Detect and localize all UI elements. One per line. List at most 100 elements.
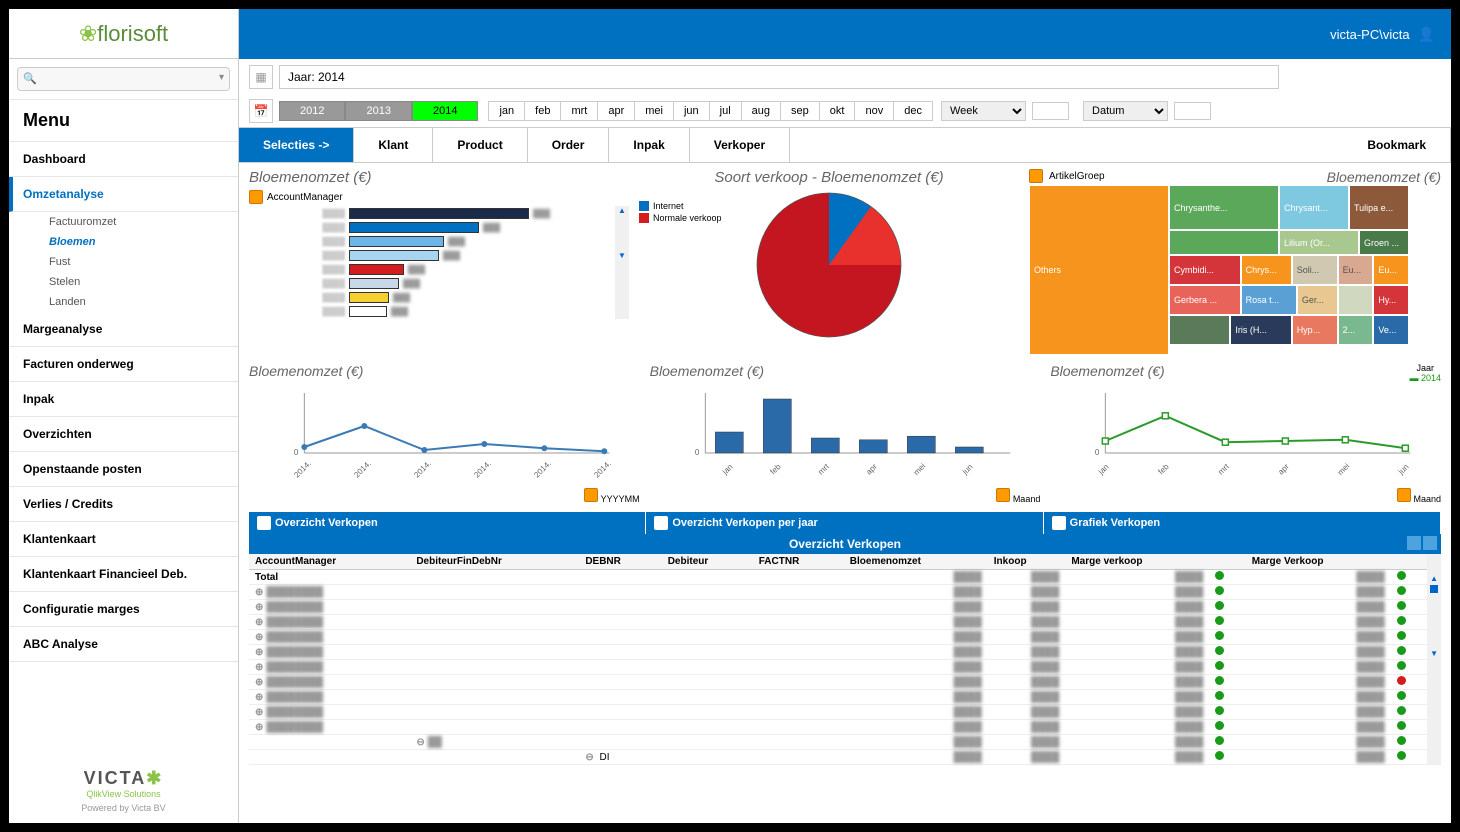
menu-item-facturen-onderweg[interactable]: Facturen onderweg	[9, 347, 238, 382]
search-input[interactable]	[17, 67, 230, 91]
qv-icon[interactable]	[1029, 169, 1043, 183]
tab-selecties[interactable]: Selecties ->	[239, 128, 354, 162]
jaar-label: Jaar	[1409, 363, 1441, 373]
qv-icon[interactable]	[584, 488, 598, 502]
menu-item-klantenkaart[interactable]: Klantenkaart	[9, 522, 238, 557]
month-aug[interactable]: aug	[742, 101, 781, 121]
svg-text:jun: jun	[960, 462, 975, 477]
user-label: victa-PC\victa	[1330, 27, 1409, 42]
sub-item-factuuromzet[interactable]: Factuuromzet	[9, 212, 238, 232]
sub-item-fust[interactable]: Fust	[9, 252, 238, 272]
btab-overzicht-verkopen-per-jaar[interactable]: Overzicht Verkopen per jaar	[646, 512, 1043, 534]
month-jan[interactable]: jan	[488, 101, 525, 121]
month-sep[interactable]: sep	[781, 101, 820, 121]
month-okt[interactable]: okt	[820, 101, 856, 121]
qv-icon[interactable]	[1397, 488, 1411, 502]
menu-item-inpak[interactable]: Inpak	[9, 382, 238, 417]
svg-text:0: 0	[294, 448, 299, 457]
tab-product[interactable]: Product	[433, 128, 527, 162]
hbar-subtitle: AccountManager	[267, 192, 343, 203]
tab-order[interactable]: Order	[528, 128, 610, 162]
bar1-xlabel: Maand	[1013, 494, 1041, 504]
svg-text:2014.: 2014.	[592, 459, 613, 480]
view-icon[interactable]: ▦	[249, 65, 273, 89]
sub-item-landen[interactable]: Landen	[9, 292, 238, 312]
export-icon[interactable]	[1423, 536, 1437, 550]
user-icon[interactable]: 👤	[1418, 26, 1435, 43]
print-icon[interactable]	[1407, 536, 1421, 550]
line1-title: Bloemenomzet (€)	[249, 363, 640, 379]
svg-text:apr: apr	[864, 462, 879, 477]
expand-icon[interactable]: ⊕	[255, 707, 263, 718]
expand-icon[interactable]: ⊕	[255, 602, 263, 613]
svg-text:apr: apr	[1277, 462, 1292, 477]
treemap-label: ArtikelGroep	[1049, 171, 1105, 182]
datum-checkbox[interactable]	[1174, 102, 1211, 120]
svg-text:jun: jun	[1396, 462, 1411, 477]
month-feb[interactable]: feb	[525, 101, 561, 121]
expand-icon[interactable]: ⊕	[255, 692, 263, 703]
menu-item-openstaande-posten[interactable]: Openstaande posten	[9, 452, 238, 487]
svg-text:feb: feb	[768, 462, 783, 477]
jaar-val: 2014	[1421, 373, 1441, 383]
menu-item-configuratie-marges[interactable]: Configuratie marges	[9, 592, 238, 627]
year-2014[interactable]: 2014	[412, 101, 478, 121]
svg-text:2014.: 2014.	[532, 459, 553, 480]
menu-item-abc-analyse[interactable]: ABC Analyse	[9, 627, 238, 662]
svg-text:mei: mei	[912, 461, 928, 477]
svg-text:2014.: 2014.	[472, 459, 493, 480]
tab-inpak[interactable]: Inpak	[609, 128, 689, 162]
jaar-filter[interactable]: Jaar: 2014	[279, 65, 1279, 89]
menu-item-verlies---credits[interactable]: Verlies / Credits	[9, 487, 238, 522]
expand-icon[interactable]: ⊕	[255, 617, 263, 628]
tab-klant[interactable]: Klant	[354, 128, 433, 162]
menu-item-margeanalyse[interactable]: Margeanalyse	[9, 312, 238, 347]
line2-title: Bloemenomzet (€)	[1050, 363, 1441, 379]
month-nov[interactable]: nov	[855, 101, 894, 121]
sub-item-bloemen[interactable]: Bloemen	[9, 232, 238, 252]
month-jul[interactable]: jul	[710, 101, 742, 121]
tab-bookmark[interactable]: Bookmark	[1343, 128, 1451, 162]
expand-icon[interactable]: ⊕	[255, 722, 263, 733]
datum-select[interactable]: Datum	[1083, 101, 1168, 121]
expand-icon[interactable]: ⊕	[255, 647, 263, 658]
data-table[interactable]: AccountManagerDebiteurFinDebNrDEBNRDebit…	[249, 554, 1427, 765]
qv-icon[interactable]	[249, 190, 263, 204]
week-checkbox[interactable]	[1032, 102, 1069, 120]
menu-item-overzichten[interactable]: Overzichten	[9, 417, 238, 452]
table-title: Overzicht Verkopen	[249, 534, 1441, 554]
menu-header: Menu	[9, 99, 238, 142]
year-2012[interactable]: 2012	[279, 101, 345, 121]
menu-item-klantenkaart-financieel-deb-[interactable]: Klantenkaart Financieel Deb.	[9, 557, 238, 592]
expand-icon[interactable]: ⊕	[255, 677, 263, 688]
qv-icon[interactable]	[996, 488, 1010, 502]
search-dropdown-icon[interactable]: ▾	[219, 72, 224, 83]
expand-icon[interactable]: ⊕	[255, 632, 263, 643]
month-apr[interactable]: apr	[598, 101, 635, 121]
line2-chart: 0janfebmrtaprmeijun	[1050, 383, 1441, 483]
menu-item-dashboard[interactable]: Dashboard	[9, 142, 238, 177]
month-dec[interactable]: dec	[894, 101, 933, 121]
tab-verkoper[interactable]: Verkoper	[690, 128, 790, 162]
treemap-chart[interactable]: Others Chrysanthe... Chrysant... Tulipa …	[1029, 185, 1409, 355]
brand-logo: ❀florisoft	[9, 9, 238, 59]
svg-text:2014.: 2014.	[352, 459, 373, 480]
btab-overzicht-verkopen[interactable]: Overzicht Verkopen	[249, 512, 646, 534]
expand-icon[interactable]: ⊕	[255, 662, 263, 673]
expand-icon[interactable]: ⊕	[255, 587, 263, 598]
calendar-icon[interactable]: 📅	[249, 99, 273, 123]
sub-item-stelen[interactable]: Stelen	[9, 272, 238, 292]
month-jun[interactable]: jun	[674, 101, 710, 121]
line1-chart: 02014.2014.2014.2014.2014.2014.	[249, 383, 640, 483]
btab-grafiek-verkopen[interactable]: Grafiek Verkopen	[1044, 512, 1441, 534]
line2-xlabel: Maand	[1413, 494, 1441, 504]
year-2013[interactable]: 2013	[345, 101, 411, 121]
week-select[interactable]: Week	[941, 101, 1026, 121]
pie-title: Soort verkoop - Bloemenomzet (€)	[639, 169, 1019, 186]
bar1-chart: 0janfebmrtaprmeijun	[650, 383, 1041, 483]
svg-text:0: 0	[1095, 448, 1100, 457]
month-mrt[interactable]: mrt	[561, 101, 598, 121]
menu-item-omzetanalyse[interactable]: Omzetanalyse	[9, 177, 238, 212]
svg-text:mei: mei	[1336, 461, 1352, 477]
month-mei[interactable]: mei	[635, 101, 674, 121]
